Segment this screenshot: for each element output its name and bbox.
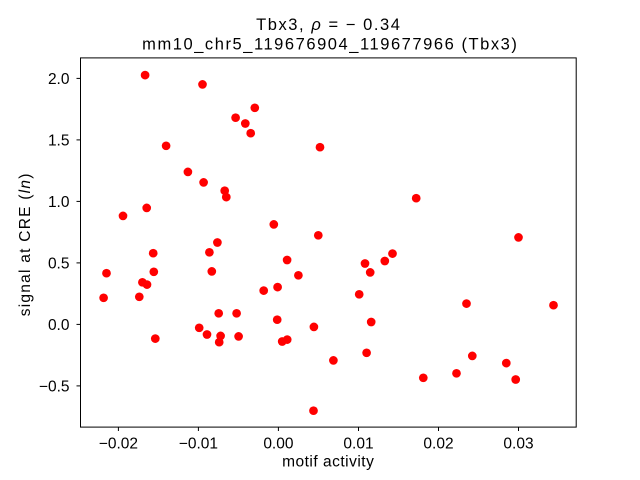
svg-text:−0.5: −0.5 — [39, 378, 70, 395]
svg-text:−0.02: −0.02 — [99, 435, 138, 452]
svg-text:2.0: 2.0 — [48, 71, 70, 88]
svg-text:0.0: 0.0 — [48, 317, 70, 334]
svg-text:0.01: 0.01 — [343, 435, 373, 452]
svg-text:1.0: 1.0 — [48, 194, 70, 211]
svg-text:Tbx3, ρ = − 0.34: Tbx3, ρ = − 0.34 — [256, 16, 401, 34]
svg-text:motif activity: motif activity — [282, 453, 374, 470]
svg-text:0.03: 0.03 — [503, 435, 533, 452]
svg-text:signal at CRE (ln): signal at CRE (ln) — [17, 172, 34, 316]
svg-text:0.00: 0.00 — [263, 435, 294, 452]
svg-text:1.5: 1.5 — [48, 132, 70, 149]
svg-text:−0.01: −0.01 — [179, 435, 218, 452]
svg-text:0.5: 0.5 — [48, 255, 70, 272]
svg-text:0.02: 0.02 — [423, 435, 453, 452]
svg-text:mm10_chr5_119676904_119677966: mm10_chr5_119676904_119677966 (Tbx3) — [142, 36, 518, 54]
